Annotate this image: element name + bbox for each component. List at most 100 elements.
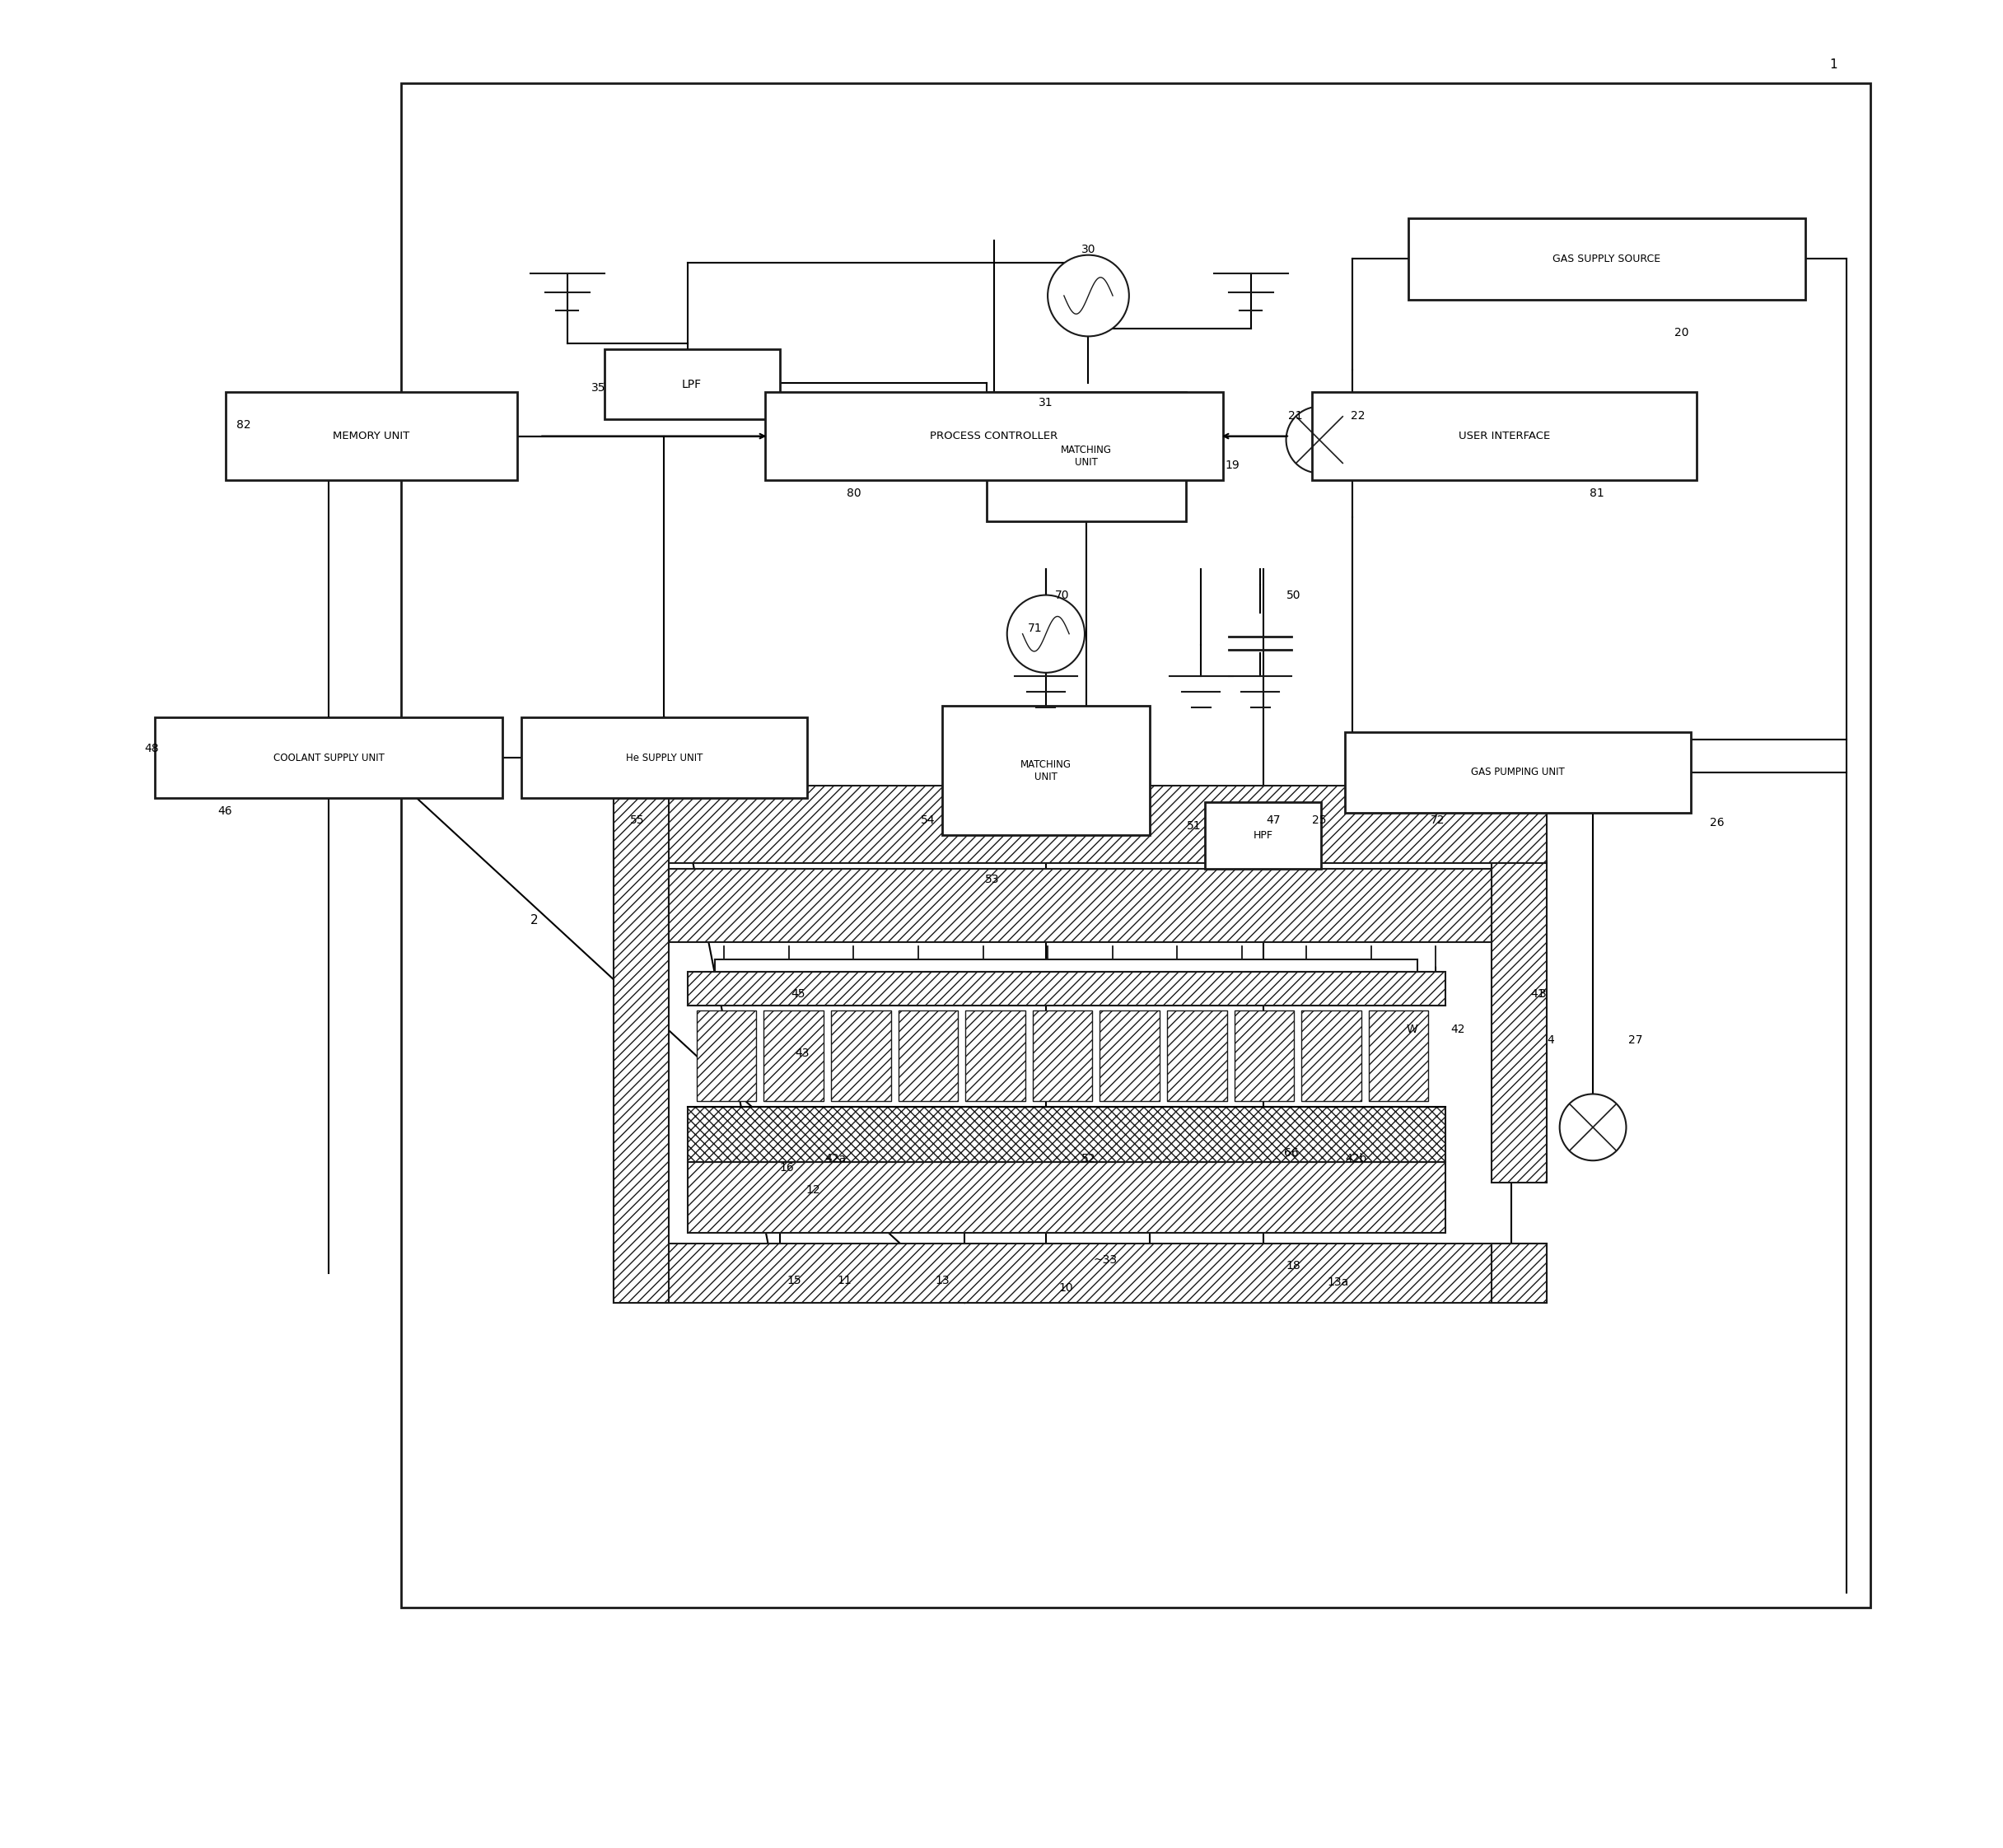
Text: 15: 15 (787, 1275, 801, 1286)
Bar (1312, 392, 1697, 480)
Bar (521, 717, 807, 798)
Text: 81: 81 (1588, 488, 1604, 499)
Text: PROCESS CONTROLLER: PROCESS CONTROLLER (929, 431, 1058, 442)
Bar (1302, 1011, 1362, 1101)
Text: 72: 72 (1430, 815, 1444, 826)
Bar (763, 1011, 823, 1101)
Text: 20: 20 (1675, 327, 1689, 338)
Text: 48: 48 (144, 743, 158, 754)
Text: 42: 42 (1450, 1024, 1466, 1035)
Text: 71: 71 (1028, 623, 1042, 634)
Text: MATCHING
UNIT: MATCHING UNIT (1062, 445, 1112, 468)
Bar (1234, 1011, 1294, 1101)
Bar (1492, 1244, 1546, 1303)
Bar (401, 83, 1871, 1608)
Text: 52: 52 (1082, 1153, 1096, 1164)
Bar (765, 392, 1224, 480)
Text: LPF: LPF (681, 379, 701, 390)
Text: 18: 18 (1286, 1260, 1300, 1271)
Bar (697, 1011, 757, 1101)
Text: USER INTERFACE: USER INTERFACE (1458, 431, 1550, 442)
Text: 43: 43 (795, 1048, 809, 1059)
Bar (1204, 802, 1322, 869)
Text: 70: 70 (1056, 590, 1070, 601)
Text: HPF: HPF (1254, 830, 1272, 841)
Bar (831, 1011, 891, 1101)
Text: GAS SUPPLY SOURCE: GAS SUPPLY SOURCE (1552, 253, 1660, 264)
Text: He SUPPLY UNIT: He SUPPLY UNIT (625, 752, 703, 763)
Bar (1332, 425, 1372, 455)
Bar (1234, 1011, 1294, 1101)
Bar (224, 392, 517, 480)
Text: 45: 45 (791, 989, 805, 1000)
Text: 46: 46 (218, 806, 232, 817)
Text: 25: 25 (1312, 815, 1326, 826)
Text: 51: 51 (1186, 821, 1202, 832)
Text: GAS PUMPING UNIT: GAS PUMPING UNIT (1472, 767, 1564, 778)
Text: 2: 2 (531, 915, 539, 926)
Bar (965, 1011, 1026, 1101)
Text: 16: 16 (779, 1162, 795, 1173)
Text: 4: 4 (1546, 1035, 1554, 1046)
Circle shape (1560, 1094, 1626, 1161)
Bar (763, 1011, 823, 1101)
Bar (154, 717, 503, 798)
Bar (1302, 1011, 1362, 1101)
Bar (687, 1107, 1444, 1162)
Text: 12: 12 (805, 1185, 821, 1196)
Bar (1034, 1011, 1092, 1101)
Bar (1368, 1011, 1428, 1101)
Text: 82: 82 (236, 419, 250, 431)
Bar (965, 1011, 1026, 1101)
Text: 13: 13 (935, 1275, 949, 1286)
Text: COOLANT SUPPLY UNIT: COOLANT SUPPLY UNIT (272, 752, 385, 763)
Text: W: W (1406, 1024, 1418, 1035)
Text: MEMORY UNIT: MEMORY UNIT (332, 431, 411, 442)
Bar (987, 392, 1186, 521)
Text: 11: 11 (837, 1275, 851, 1286)
Bar (687, 972, 1444, 1005)
Bar (605, 349, 779, 419)
Circle shape (1286, 407, 1352, 473)
Bar (715, 959, 1418, 972)
Bar (1368, 1011, 1428, 1101)
Bar (669, 869, 1492, 942)
Text: ~33: ~33 (1094, 1255, 1118, 1266)
Text: 31: 31 (1040, 397, 1054, 408)
Bar (687, 1162, 1444, 1233)
Bar (897, 1011, 957, 1101)
Circle shape (1008, 595, 1086, 673)
Bar (613, 1244, 1546, 1303)
Text: 22: 22 (1350, 410, 1366, 421)
Bar (1100, 1011, 1160, 1101)
Text: 1: 1 (1829, 59, 1837, 70)
Text: 13a: 13a (1328, 1277, 1348, 1288)
Text: 10: 10 (1060, 1283, 1074, 1294)
Text: 21: 21 (1288, 410, 1302, 421)
Text: 53: 53 (985, 874, 999, 885)
Text: 47: 47 (1266, 815, 1280, 826)
Text: 19: 19 (1226, 460, 1240, 471)
Text: 55: 55 (631, 815, 645, 826)
Circle shape (1048, 255, 1130, 336)
Text: 41: 41 (1530, 989, 1544, 1000)
Text: 42b: 42b (1346, 1153, 1368, 1164)
Bar (697, 1011, 757, 1101)
Text: 26: 26 (1709, 817, 1725, 828)
Text: 30: 30 (1082, 244, 1096, 255)
Bar (1168, 1011, 1226, 1101)
Bar (613, 785, 669, 1303)
Text: 54: 54 (919, 815, 935, 826)
Text: 80: 80 (847, 488, 861, 499)
Text: 66: 66 (1284, 1148, 1300, 1159)
Text: 27: 27 (1628, 1035, 1642, 1046)
Bar (669, 863, 1492, 1244)
Bar (1346, 732, 1691, 813)
Bar (1408, 218, 1805, 299)
Bar (1034, 1011, 1092, 1101)
Bar (941, 706, 1150, 835)
Text: 35: 35 (591, 383, 605, 394)
Bar (1100, 1011, 1160, 1101)
Bar (1492, 863, 1546, 1183)
Bar (613, 785, 1546, 863)
